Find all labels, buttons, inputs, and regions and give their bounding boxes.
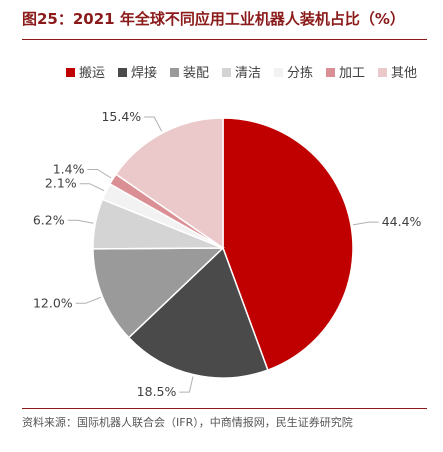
pie-chart: 搬运 焊接 装配 清洁 分拣 加工 其他 44.4% 18.5% 12.0% 6.2% 2.1%1.…: [33, 65, 422, 399]
leader-lines: [67, 116, 379, 393]
legend: 搬运 焊接 装配 清洁 分拣 加工 其他: [66, 65, 417, 81]
data-label-3: 6.2%: [33, 212, 65, 227]
pie-slices: [92, 117, 354, 379]
leader-line-1: [179, 376, 194, 393]
pie-slice-0: [222, 117, 354, 372]
source-note: 资料来源：国际机器人联合会（IFR），中商情报网，民生证券研究院: [22, 416, 353, 429]
source-divider: [22, 408, 427, 409]
leader-line-0: [352, 221, 379, 226]
data-label-4: 2.1%: [45, 176, 77, 191]
legend-swatch-2: [170, 68, 179, 77]
legend-label-3: 清洁: [235, 66, 261, 81]
legend-label-4: 分拣: [287, 66, 313, 81]
leader-line-5: [87, 169, 112, 179]
data-label-0: 44.4%: [382, 214, 422, 229]
legend-label-1: 焊接: [131, 65, 157, 81]
data-label-6: 15.4%: [101, 109, 141, 124]
data-label-2: 12.0%: [33, 295, 73, 310]
legend-swatch-5: [326, 68, 335, 77]
pie-slice-2: [92, 247, 225, 339]
legend-label-6: 其他: [391, 66, 417, 81]
legend-label-2: 装配: [183, 66, 209, 81]
pie-slice-1: [127, 246, 269, 379]
chart-title: 图25：2021 年全球不同应用工业机器人装机占比（%）: [22, 10, 405, 28]
leader-line-3: [67, 219, 94, 224]
data-label-5: 1.4%: [53, 162, 85, 177]
pie-slice-6: [114, 117, 224, 250]
leader-line-6: [144, 116, 163, 132]
legend-swatch-3: [222, 68, 231, 77]
leader-line-2: [75, 296, 101, 304]
data-labels: 44.4% 18.5% 12.0% 6.2% 2.1%1.4% 15.4%: [33, 109, 422, 399]
legend-label-0: 搬运: [79, 66, 105, 81]
legend-label-5: 加工: [339, 66, 365, 81]
legend-swatch-6: [378, 68, 387, 77]
title-divider: [22, 39, 427, 40]
legend-swatch-0: [66, 68, 75, 77]
legend-swatch-1: [118, 68, 127, 77]
leader-line-4: [79, 183, 105, 192]
data-label-1: 18.5%: [137, 384, 177, 399]
legend-swatch-4: [274, 68, 283, 77]
